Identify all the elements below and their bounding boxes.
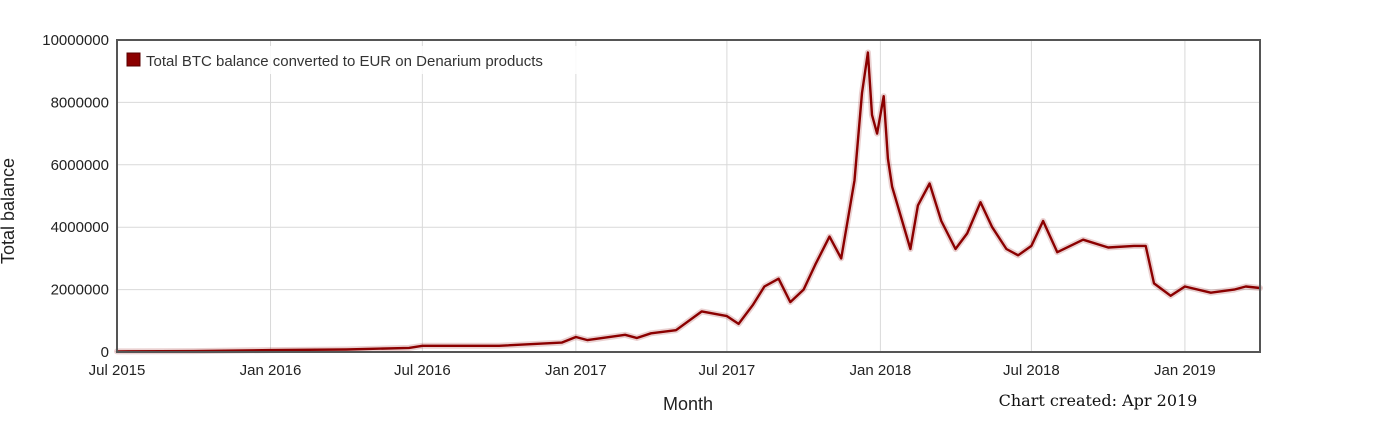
- legend: Total BTC balance converted to EUR on De…: [121, 46, 637, 74]
- series-line-shadow: [114, 49, 1263, 355]
- x-tick-label: Jan 2017: [545, 362, 607, 379]
- y-tick-label: 10000000: [42, 32, 109, 49]
- y-tick-label: 6000000: [51, 157, 109, 174]
- plot-frame: [116, 39, 1261, 353]
- plot-area: [114, 49, 1263, 355]
- legend-label: Total BTC balance converted to EUR on De…: [146, 53, 543, 70]
- y-axis-title: Total balance: [0, 158, 18, 264]
- x-tick-label: Jan 2019: [1154, 362, 1216, 379]
- x-tick-label: Jul 2015: [89, 362, 146, 379]
- x-tick-label: Jul 2016: [394, 362, 451, 379]
- y-axis-tick-labels: 0 2000000 4000000 6000000 8000000 10000000: [42, 32, 109, 361]
- y-tick-label: 8000000: [51, 94, 109, 111]
- y-tick-label: 4000000: [51, 219, 109, 236]
- chart-credit: Chart created: Apr 2019: [999, 391, 1198, 410]
- x-tick-label: Jan 2018: [850, 362, 912, 379]
- x-axis-tick-labels: Jul 2015 Jan 2016 Jul 2016 Jan 2017 Jul 2017…: [89, 362, 1216, 379]
- x-tick-label: Jan 2016: [240, 362, 302, 379]
- grid: [116, 39, 1260, 353]
- series-line: [115, 51, 1262, 353]
- x-tick-label: Jul 2018: [1003, 362, 1060, 379]
- legend-box: [121, 46, 637, 74]
- legend-swatch: [126, 52, 141, 67]
- y-tick-label: 0: [101, 344, 109, 361]
- x-axis-title: Month: [663, 394, 713, 414]
- y-tick-label: 2000000: [51, 282, 109, 299]
- x-tick-label: Jul 2017: [699, 362, 756, 379]
